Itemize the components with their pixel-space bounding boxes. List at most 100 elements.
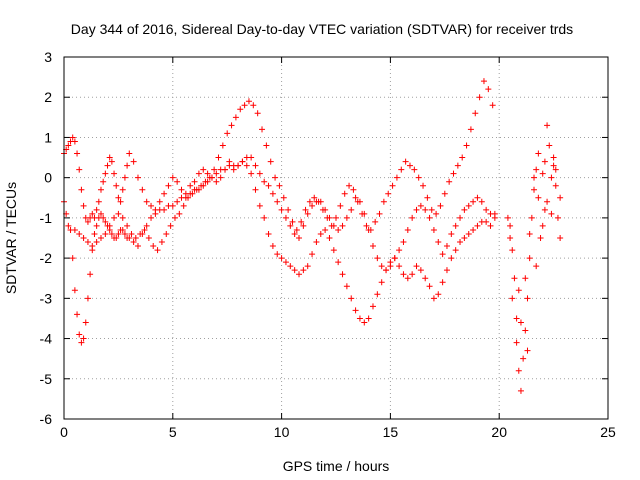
data-point [219, 142, 226, 149]
data-point [509, 295, 516, 302]
data-point [400, 271, 407, 278]
data-point [400, 239, 407, 246]
data-point [491, 210, 498, 217]
data-point [119, 186, 126, 193]
data-point [537, 235, 544, 241]
data-point [300, 222, 307, 229]
data-point [289, 218, 296, 225]
data-point [143, 222, 150, 229]
data-point [256, 202, 263, 209]
data-point [352, 194, 359, 201]
data-point [265, 230, 272, 237]
data-point [557, 194, 564, 201]
data-point [265, 182, 272, 189]
data-point [269, 190, 276, 197]
data-point [515, 287, 522, 294]
data-point [309, 202, 316, 209]
data-point [163, 230, 170, 237]
data-point [119, 226, 126, 233]
data-point [102, 218, 109, 225]
data-point [91, 214, 98, 221]
y-tick-label: -4 [40, 331, 53, 347]
data-point [359, 210, 366, 217]
data-point [91, 230, 98, 237]
data-point [341, 190, 348, 197]
data-point [463, 142, 470, 149]
data-point [128, 230, 135, 237]
data-point [346, 182, 353, 189]
data-point [374, 255, 381, 262]
data-point [363, 222, 370, 229]
data-point [467, 126, 474, 133]
data-point [319, 206, 326, 213]
data-point [243, 162, 250, 169]
data-point [189, 190, 196, 197]
data-point [369, 303, 376, 310]
data-point [78, 339, 85, 346]
data-point [426, 214, 433, 221]
data-point [441, 190, 448, 197]
data-point [161, 190, 168, 197]
data-point [365, 315, 372, 322]
x-tick-label: 5 [169, 424, 177, 440]
data-point [89, 243, 96, 250]
data-point [415, 174, 422, 181]
data-point [291, 267, 298, 274]
data-point [430, 226, 437, 233]
data-point [304, 210, 311, 217]
data-point [74, 311, 81, 318]
data-point [80, 235, 87, 241]
data-point [113, 182, 120, 189]
data-point [528, 214, 535, 221]
data-point [124, 222, 131, 229]
data-point [383, 267, 390, 274]
data-point [141, 226, 148, 233]
data-point [546, 142, 553, 149]
data-point [250, 102, 257, 109]
data-point [304, 263, 311, 270]
data-point [448, 255, 455, 262]
data-point [97, 235, 104, 241]
data-point [93, 239, 100, 246]
data-point [69, 134, 76, 141]
data-point [169, 174, 176, 181]
data-point [348, 295, 355, 302]
data-point [378, 279, 385, 286]
data-point [228, 122, 235, 129]
data-point [487, 222, 494, 229]
data-point [259, 126, 266, 133]
data-point [470, 226, 477, 233]
data-point [239, 158, 246, 165]
data-point [526, 230, 533, 237]
data-point [548, 174, 555, 181]
data-point [472, 110, 479, 117]
data-point [154, 247, 161, 254]
data-point [132, 235, 139, 241]
data-point [261, 178, 268, 185]
data-point [317, 230, 324, 237]
data-point [200, 166, 207, 173]
data-point [435, 239, 442, 246]
data-point [158, 239, 165, 246]
data-point [213, 178, 220, 185]
data-point [156, 198, 163, 205]
data-point [263, 142, 270, 149]
data-point [215, 154, 222, 161]
data-point [148, 214, 155, 221]
data-point [539, 222, 546, 229]
data-point [100, 214, 107, 221]
data-point [145, 235, 152, 241]
data-point [82, 319, 89, 326]
data-point [350, 186, 357, 193]
data-point [474, 194, 481, 201]
data-point [182, 190, 189, 197]
data-point [174, 178, 181, 185]
data-point [452, 222, 459, 229]
data-point [71, 138, 78, 145]
data-point [372, 218, 379, 225]
data-point [95, 198, 102, 205]
data-point [124, 162, 131, 169]
data-point [326, 235, 333, 241]
data-point [137, 230, 144, 237]
data-point [439, 251, 446, 258]
